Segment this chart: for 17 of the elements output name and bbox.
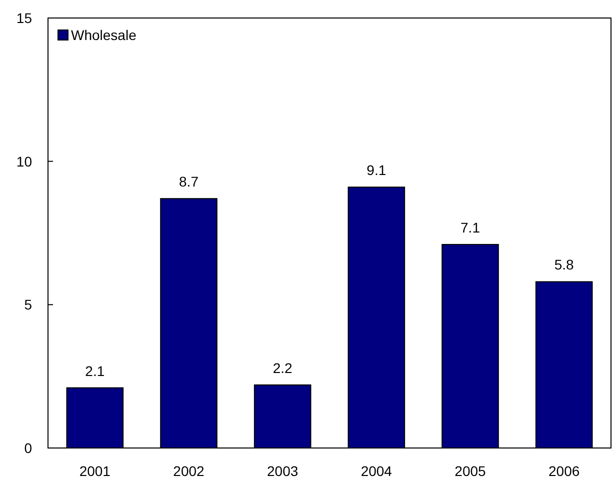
data-label: 7.1: [460, 219, 480, 236]
x-tick-label: 2006: [548, 463, 580, 479]
data-label: 5.8: [554, 256, 574, 273]
data-label: 2.2: [272, 360, 293, 376]
data-label: 2.1: [85, 362, 105, 379]
legend-label: Wholesale: [71, 27, 137, 43]
y-tick-label: 0: [24, 440, 32, 456]
y-tick-label: 15: [16, 10, 32, 26]
x-tick-label: 2002: [173, 463, 205, 479]
data-label: 8.7: [179, 174, 199, 190]
x-tick-label: 2005: [454, 463, 486, 479]
x-tick-label: 2001: [79, 463, 111, 479]
data-label: 9.1: [366, 162, 386, 178]
y-tick-label: 10: [16, 153, 32, 170]
x-tick-label: 2003: [267, 463, 298, 479]
y-tick-label: 5: [24, 296, 32, 313]
x-tick-label: 2004: [360, 463, 392, 479]
